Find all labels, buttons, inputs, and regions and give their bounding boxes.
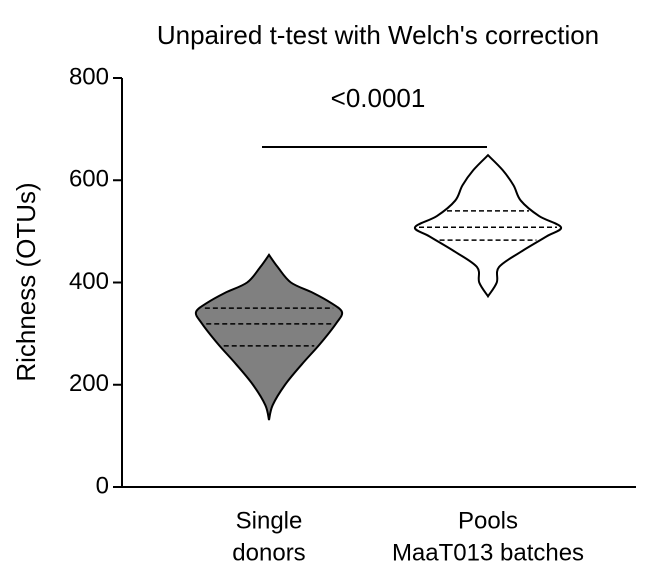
x-tick-label: Single bbox=[236, 507, 303, 534]
y-tick-label: 800 bbox=[69, 63, 109, 90]
violin bbox=[194, 253, 344, 421]
significance-label: <0.0001 bbox=[331, 83, 426, 113]
x-tick-label: MaaT013 batches bbox=[392, 539, 584, 566]
violin bbox=[413, 153, 563, 299]
y-tick-label: 600 bbox=[69, 166, 109, 193]
x-tick-label: donors bbox=[232, 539, 305, 566]
y-tick-label: 0 bbox=[96, 472, 109, 499]
chart-title: Unpaired t-test with Welch's correction bbox=[157, 20, 599, 50]
x-tick-label: Pools bbox=[458, 507, 518, 534]
y-tick-label: 200 bbox=[69, 370, 109, 397]
y-tick-label: 400 bbox=[69, 268, 109, 295]
y-axis-label: Richness (OTUs) bbox=[11, 182, 41, 381]
